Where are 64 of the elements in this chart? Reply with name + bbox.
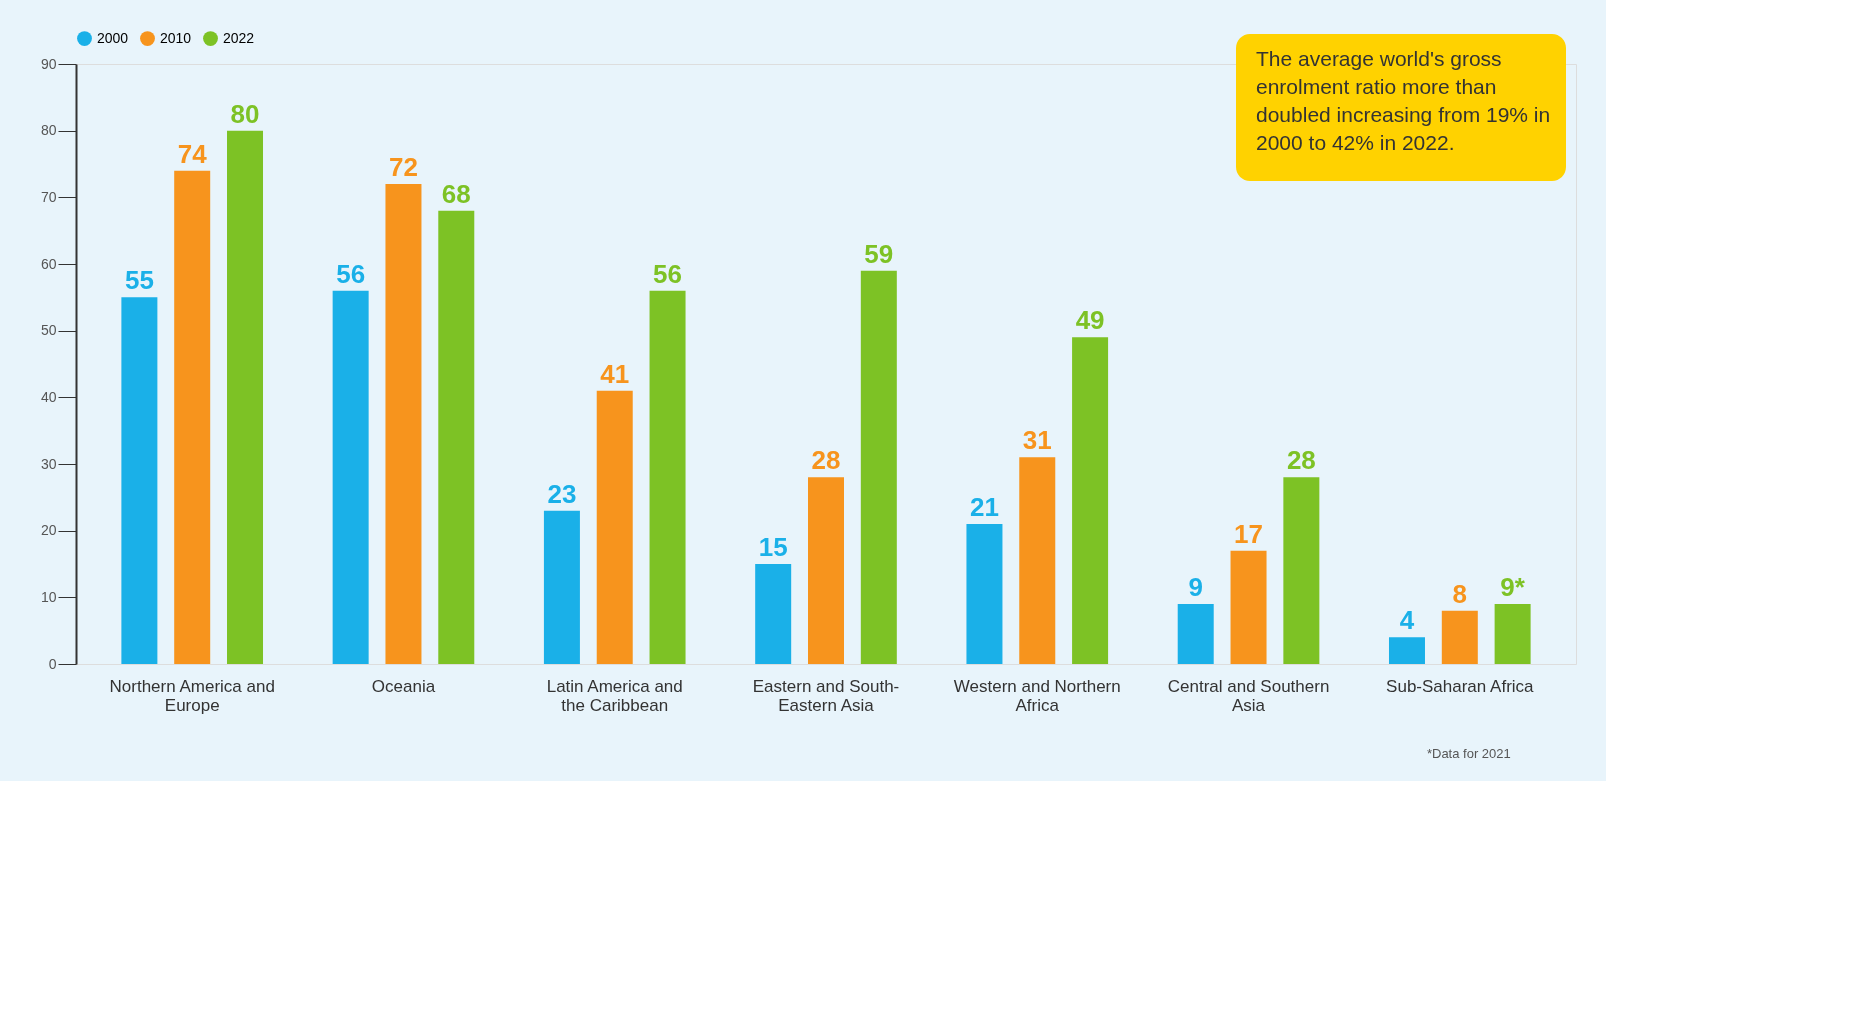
x-tick-label: Sub-Saharan Africa: [1386, 676, 1535, 696]
x-tick-label: Oceania: [371, 676, 436, 696]
y-tick-label: 50: [40, 322, 57, 339]
bar: [808, 477, 844, 664]
bar: [332, 290, 369, 664]
y-tick-label: 90: [40, 55, 57, 72]
data-label: 68: [441, 178, 471, 209]
y-tick-label: 30: [40, 455, 57, 472]
bar: [860, 270, 897, 664]
data-label: 28: [1286, 445, 1316, 476]
bar: [543, 510, 580, 664]
bar: [1019, 457, 1056, 664]
data-label: 9: [1188, 572, 1203, 602]
bar: [227, 130, 264, 664]
bar: [1388, 637, 1425, 664]
bar: [174, 170, 211, 664]
data-label: 55: [124, 265, 154, 296]
data-label: 56: [653, 258, 683, 289]
y-tick-label: 10: [40, 588, 57, 605]
data-label: 17: [1234, 518, 1263, 549]
data-label: 59: [864, 238, 894, 269]
bar: [385, 184, 422, 664]
bar: [1177, 604, 1214, 664]
y-tick-label: 80: [40, 122, 57, 139]
data-label: 56: [336, 258, 366, 289]
y-tick-label: 0: [48, 655, 57, 672]
data-label: 72: [389, 152, 418, 182]
legend-label: 2010: [160, 29, 192, 46]
data-label: 80: [230, 98, 260, 129]
bar: [121, 297, 158, 664]
data-label: 28: [811, 445, 841, 476]
x-tick-label: Eastern and South-Eastern Asia: [752, 676, 900, 715]
bar: [1072, 337, 1109, 664]
bar: [1494, 604, 1531, 664]
data-label: 9*: [1500, 572, 1526, 602]
legend-label: 2000: [97, 29, 129, 46]
data-label: 8: [1452, 578, 1468, 609]
y-tick-label: 70: [40, 188, 57, 205]
bar: [596, 390, 633, 664]
bar: [755, 564, 792, 664]
bar: [1283, 477, 1320, 664]
x-tick-label: Western and Northern Africa: [953, 676, 1121, 715]
data-label: 23: [547, 478, 577, 509]
bar: [1441, 610, 1478, 664]
data-label: 4: [1399, 605, 1415, 636]
data-label: 21: [969, 492, 999, 522]
bar: [438, 210, 475, 664]
text: *Data for 2021: [1426, 746, 1511, 761]
bar: [1230, 550, 1267, 664]
legend-label: 2022: [223, 29, 255, 46]
data-label: 49: [1075, 305, 1105, 336]
data-label: 74: [177, 138, 208, 169]
annotation: The average world's gross enrolment ratio more than doubled increasing from 19% in 2000 to 42% in 2022.: [1256, 47, 1551, 154]
bar: [966, 524, 1003, 664]
x-tick-label: Central and Southern Asia: [1167, 676, 1330, 715]
x-tick-label: Northern America and Europe: [109, 676, 275, 715]
y-tick-label: 20: [40, 522, 57, 539]
bar: [649, 290, 686, 664]
y-tick-label: 40: [40, 388, 57, 405]
data-label: 15: [758, 532, 788, 562]
y-tick-label: 60: [40, 255, 57, 272]
x-tick-label: Latin America and the Caribbean: [546, 676, 683, 715]
data-label: 41: [600, 358, 630, 389]
data-label: 31: [1022, 425, 1052, 456]
